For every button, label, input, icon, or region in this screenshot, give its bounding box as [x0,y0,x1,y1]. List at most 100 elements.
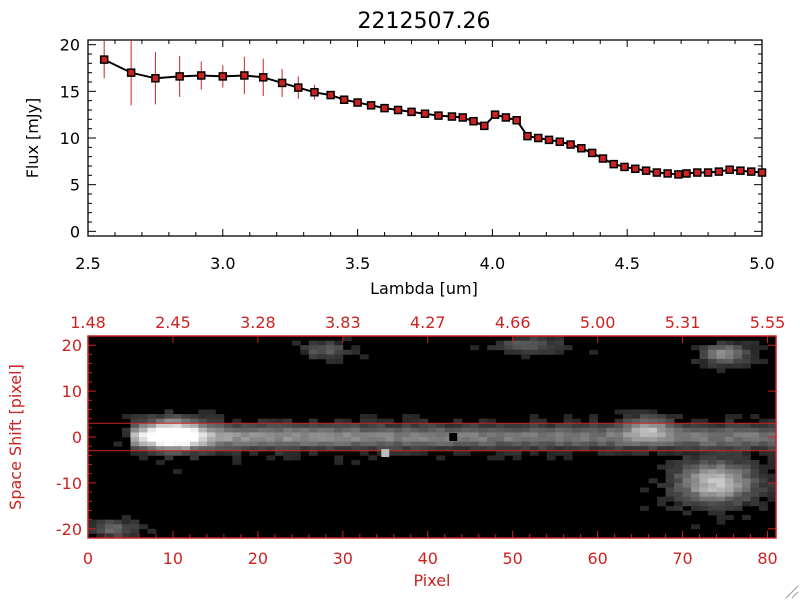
heatmap-cell [300,349,310,355]
data-point [380,103,389,113]
heatmap-cell [750,340,760,346]
heatmap-cell [495,446,505,452]
data-point [693,168,702,177]
heatmap-cell [699,349,709,355]
heatmap-cell [691,496,700,502]
heatmap-cell [733,437,743,442]
heatmap-cell [232,446,242,452]
y-tick-label: 10 [60,129,80,148]
heatmap-cell [232,418,242,424]
heatmap-cell [529,349,539,355]
data-point [420,109,430,118]
data-point [480,121,489,131]
heatmap-cell [546,455,556,461]
heatmap-cell [385,450,395,456]
heatmap-cell [742,496,751,502]
heatmap-cell [172,418,182,424]
heatmap-cell [708,354,717,360]
heatmap-cell [419,437,429,442]
heatmap-cell [733,487,743,493]
heatmap-cell [419,427,429,433]
heatmap-cell [223,450,233,456]
heatmap-cell [419,441,429,447]
heatmap-cell [657,414,666,420]
heatmap-cell [665,441,675,447]
heatmap-cell [563,455,573,461]
heatmap-cell [368,432,378,438]
heatmap-cell [742,446,751,452]
heatmap-cell [648,441,658,447]
image-top-tick-label: 5.55 [750,313,786,332]
heatmap-cell [206,432,216,438]
heatmap-cell [546,427,556,433]
heatmap-cell [351,446,361,452]
heatmap-cell [699,363,709,369]
heatmap-cell [623,432,632,438]
heatmap-cell [368,414,378,420]
heatmap-cell [283,437,293,442]
heatmap-cell [750,441,760,447]
heatmap-cell [376,441,386,447]
y-tick-label: 0 [70,222,80,241]
heatmap-cell [317,441,327,447]
image-x-tick-label: 60 [587,549,607,568]
heatmap-cell [597,450,607,456]
heatmap-cell [478,441,488,447]
heatmap-cell [572,432,582,438]
heatmap-cell [631,414,641,420]
image-x-tick-label: 40 [418,549,438,568]
heatmap-cell [325,349,335,355]
heatmap-cell [181,418,191,424]
heatmap-cell [767,478,776,484]
heatmap-cell [342,446,352,452]
heatmap-cell [716,459,726,465]
heatmap-cell [461,450,471,456]
heatmap-cell [640,446,649,452]
heatmap-cell [393,446,403,452]
data-point [490,110,500,119]
data-point [757,168,767,177]
heatmap-cell [580,437,590,442]
heatmap-cell [121,427,131,433]
heatmap-cell [691,358,700,364]
heatmap-cell [733,469,743,475]
heatmap-cell [742,349,751,355]
heatmap-cell [742,441,751,447]
spectrum-panel: 2212507.26 2.5 3.0 3.5 4.0 4.5 5.0 0 5 10 15 20 L… [23,9,775,298]
heatmap-cell [716,423,726,429]
data-point [631,164,640,174]
heatmap-cell [206,418,216,424]
heatmap-cell [657,432,666,438]
heatmap-cell [308,437,318,442]
heatmap-cell [96,524,106,530]
heatmap-cell [240,432,250,438]
heatmap-cell [232,427,242,433]
heatmap-cell [708,478,717,484]
heatmap-cell [334,459,344,465]
heatmap-cell [121,533,131,538]
heatmap-cell [334,418,344,424]
heatmap-cell [725,459,734,465]
data-point [501,113,511,122]
heatmap-cell [538,432,548,438]
heatmap-cell [691,464,700,470]
heatmap-cell [572,427,582,433]
heatmap-cell [657,450,666,456]
heatmap-cell [436,441,446,447]
heatmap-cell [589,414,599,420]
image-top-tick-label: 3.83 [325,313,361,332]
heatmap-cell [699,441,709,447]
heatmap-cell [291,446,301,452]
heatmap-cell [665,459,675,465]
heatmap-cell [750,414,760,420]
heatmap-cell [767,418,776,424]
heatmap-cell [708,492,717,498]
data-point [258,73,268,82]
heatmap-cell [291,441,301,447]
heatmap-cell [215,418,225,424]
heatmap-cell [334,354,344,360]
heatmap-cell [164,437,174,442]
heatmap-cell [597,446,607,452]
heatmap-cell [708,473,717,479]
heatmap-cell [623,437,632,442]
